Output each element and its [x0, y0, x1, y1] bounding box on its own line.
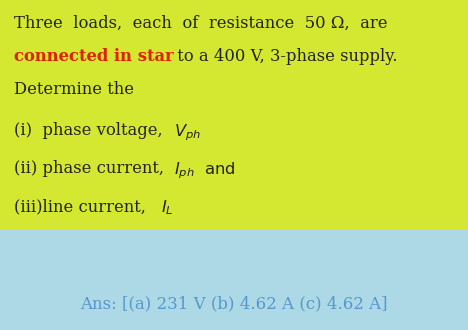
- Text: (ii) phase current,: (ii) phase current,: [14, 160, 169, 177]
- Text: (iii)line current,: (iii)line current,: [14, 198, 151, 215]
- Text: $I_{ph}$  and: $I_{ph}$ and: [174, 160, 235, 181]
- FancyBboxPatch shape: [0, 0, 468, 229]
- Text: to a 400 V, 3-phase supply.: to a 400 V, 3-phase supply.: [172, 48, 398, 65]
- Text: connected in star: connected in star: [14, 48, 174, 65]
- Text: $I_L$: $I_L$: [161, 198, 174, 217]
- Text: $V_{ph}$: $V_{ph}$: [174, 122, 201, 143]
- Text: Three  loads,  each  of  resistance  50 Ω,  are: Three loads, each of resistance 50 Ω, ar…: [14, 15, 388, 32]
- Text: Ans: [(a) 231 V (b) 4.62 A (c) 4.62 A]: Ans: [(a) 231 V (b) 4.62 A (c) 4.62 A]: [80, 295, 388, 313]
- Text: (i)  phase voltage,: (i) phase voltage,: [14, 122, 168, 139]
- Text: Determine the: Determine the: [14, 81, 134, 98]
